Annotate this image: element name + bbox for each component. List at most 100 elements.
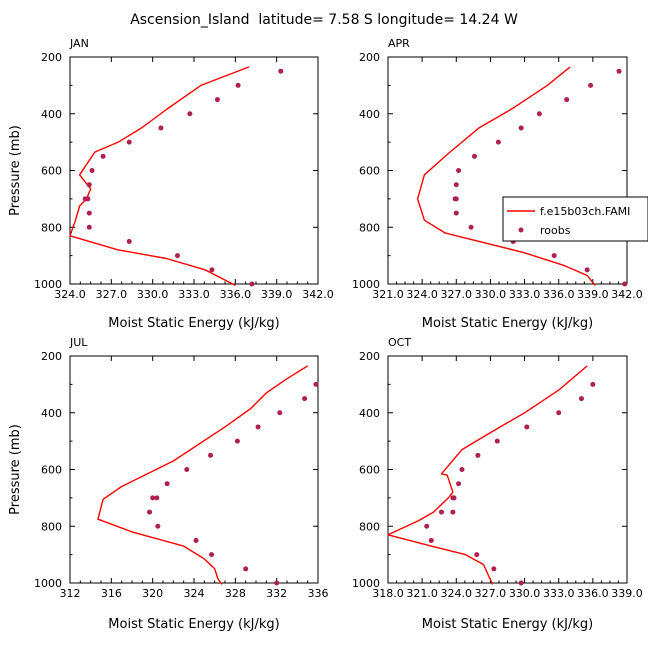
panel-jul-xlabel: Moist Static Energy (kJ/kg) bbox=[108, 617, 279, 632]
x-tick-label: 336.0 bbox=[543, 288, 575, 301]
obs-point bbox=[450, 509, 456, 515]
obs-point bbox=[453, 210, 459, 216]
obs-point bbox=[590, 381, 596, 387]
y-tick-label: 800 bbox=[41, 520, 62, 533]
y-tick-label: 600 bbox=[359, 165, 380, 178]
obs-point bbox=[453, 196, 459, 202]
y-tick-label: 400 bbox=[41, 108, 62, 121]
panel-jan-month: JAN bbox=[69, 37, 89, 50]
x-tick-label: 324 bbox=[184, 587, 205, 600]
y-tick-label: 1000 bbox=[34, 278, 62, 291]
panel-apr-month: APR bbox=[388, 37, 410, 50]
obs-point bbox=[187, 111, 193, 117]
obs-point bbox=[126, 238, 132, 244]
obs-point bbox=[255, 424, 261, 430]
panel-jan: JAN Pressure (mb) Moist Static Energy (k… bbox=[8, 37, 334, 331]
model-profile-line bbox=[416, 66, 596, 286]
x-tick-label: 332 bbox=[266, 587, 287, 600]
x-tick-label: 333.0 bbox=[543, 587, 575, 600]
y-tick-label: 600 bbox=[41, 464, 62, 477]
legend-obs-label: roobs bbox=[540, 224, 571, 237]
obs-point bbox=[100, 153, 106, 159]
obs-point bbox=[459, 467, 465, 472]
obs-point bbox=[518, 580, 524, 586]
obs-point bbox=[243, 566, 249, 572]
x-tick-label: 324.0 bbox=[54, 288, 86, 301]
x-tick-label: 336.0 bbox=[220, 288, 252, 301]
obs-point bbox=[302, 396, 308, 402]
obs-point bbox=[438, 509, 444, 515]
y-tick-label: 1000 bbox=[352, 278, 380, 291]
obs-point bbox=[616, 68, 622, 74]
obs-point bbox=[214, 97, 220, 103]
panel-apr-frame bbox=[387, 56, 628, 285]
obs-point bbox=[450, 495, 456, 501]
obs-point bbox=[86, 210, 92, 216]
obs-point bbox=[234, 438, 240, 444]
obs-point bbox=[164, 481, 170, 487]
obs-point bbox=[150, 495, 156, 501]
obs-point bbox=[277, 410, 283, 416]
y-tick-label: 600 bbox=[41, 165, 62, 178]
obs-point bbox=[274, 580, 280, 586]
obs-point bbox=[468, 224, 474, 230]
model-profile-line bbox=[97, 365, 309, 585]
obs-point bbox=[208, 452, 214, 458]
obs-point bbox=[453, 182, 459, 188]
panel-oct-frame bbox=[387, 355, 628, 584]
x-tick-label: 328 bbox=[225, 587, 246, 600]
obs-point bbox=[424, 523, 430, 529]
panel-oct-month: OCT bbox=[388, 336, 411, 349]
obs-point bbox=[588, 82, 594, 88]
panel-jan-ylabel: Pressure (mb) bbox=[8, 125, 23, 216]
obs-point bbox=[584, 267, 590, 273]
panel-jan-xlabel: Moist Static Energy (kJ/kg) bbox=[108, 316, 279, 331]
obs-point bbox=[147, 509, 153, 515]
x-tick-label: 321.0 bbox=[406, 587, 438, 600]
x-tick-label: 330.0 bbox=[509, 587, 541, 600]
obs-point bbox=[495, 139, 501, 145]
obs-point bbox=[154, 495, 160, 501]
obs-point bbox=[524, 424, 530, 430]
x-tick-label: 320 bbox=[142, 587, 163, 600]
obs-point bbox=[491, 566, 497, 572]
obs-point bbox=[158, 125, 164, 131]
obs-point bbox=[235, 82, 241, 88]
x-tick-label: 324.0 bbox=[441, 587, 473, 600]
obs-point bbox=[193, 537, 199, 543]
y-tick-label: 200 bbox=[41, 51, 62, 64]
obs-point bbox=[428, 537, 434, 543]
obs-point bbox=[126, 139, 132, 145]
obs-point bbox=[86, 182, 92, 188]
obs-point bbox=[456, 168, 462, 173]
legend: f.e15b03ch.FAMI roobs bbox=[502, 196, 648, 242]
y-tick-label: 200 bbox=[359, 350, 380, 363]
obs-point bbox=[551, 253, 557, 259]
model-profile-line bbox=[69, 66, 250, 287]
y-tick-label: 1000 bbox=[34, 577, 62, 590]
y-tick-label: 800 bbox=[41, 221, 62, 234]
model-profile-line bbox=[387, 365, 588, 585]
obs-point bbox=[313, 381, 319, 387]
obs-point bbox=[474, 552, 480, 558]
y-tick-label: 400 bbox=[359, 407, 380, 420]
x-tick-label: 342.0 bbox=[302, 288, 334, 301]
x-tick-label: 324.0 bbox=[406, 288, 438, 301]
obs-point bbox=[174, 253, 180, 259]
obs-point bbox=[564, 97, 570, 103]
panel-jul: JUL Pressure (mb) Moist Static Energy (k… bbox=[8, 336, 329, 632]
y-tick-label: 200 bbox=[359, 51, 380, 64]
panel-jul-ylabel: Pressure (mb) bbox=[8, 424, 23, 515]
legend-obs-swatch bbox=[518, 227, 524, 233]
y-tick-label: 800 bbox=[359, 520, 380, 533]
obs-point bbox=[518, 125, 524, 131]
obs-point bbox=[494, 438, 500, 444]
y-tick-label: 400 bbox=[359, 108, 380, 121]
y-tick-label: 800 bbox=[359, 221, 380, 234]
x-tick-label: 327.0 bbox=[96, 288, 128, 301]
x-tick-label: 333.0 bbox=[178, 288, 210, 301]
panel-oct-xlabel: Moist Static Energy (kJ/kg) bbox=[422, 617, 593, 632]
obs-point bbox=[471, 153, 477, 159]
panel-apr: APR Moist Static Energy (kJ/kg) 321.0 324… bbox=[352, 37, 648, 331]
